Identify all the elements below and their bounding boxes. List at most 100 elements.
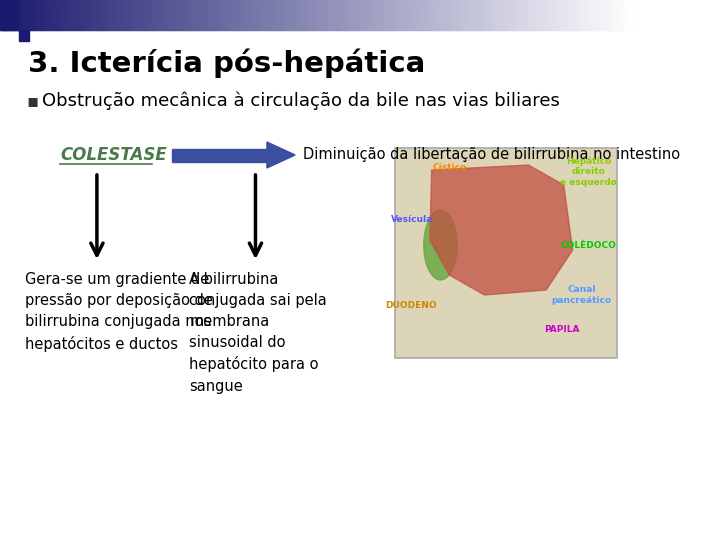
Bar <box>309 0 311 30</box>
Bar <box>384 0 386 30</box>
Bar <box>46 0 48 30</box>
Bar <box>522 0 523 30</box>
Bar <box>330 0 332 30</box>
Bar <box>547 0 549 30</box>
Bar <box>306 0 308 30</box>
Bar <box>114 0 116 30</box>
Bar <box>257 0 259 30</box>
Bar <box>295 0 297 30</box>
Bar <box>357 0 359 30</box>
Bar <box>96 0 99 30</box>
Bar <box>534 0 536 30</box>
Bar <box>11 0 13 30</box>
Bar <box>320 0 323 30</box>
Bar <box>626 0 629 30</box>
Bar <box>555 0 557 30</box>
Bar <box>189 0 191 30</box>
Bar <box>53 0 54 30</box>
Bar <box>55 0 58 30</box>
Text: Vesícula: Vesícula <box>391 215 433 225</box>
Bar <box>186 0 187 30</box>
Bar <box>9 0 12 30</box>
Bar <box>523 0 526 30</box>
Bar <box>32 0 34 30</box>
Bar <box>484 0 486 30</box>
Bar <box>212 0 215 30</box>
Bar <box>71 0 73 30</box>
Bar <box>570 0 571 30</box>
Bar <box>79 0 81 30</box>
Bar <box>382 0 384 30</box>
Bar <box>217 0 220 30</box>
Bar <box>588 0 590 30</box>
Bar <box>187 0 189 30</box>
Bar <box>438 0 440 30</box>
Bar <box>442 0 444 30</box>
Bar <box>111 0 113 30</box>
Bar <box>355 0 357 30</box>
Bar <box>214 0 216 30</box>
Bar <box>251 0 253 30</box>
Bar <box>559 0 562 30</box>
Bar <box>452 0 454 30</box>
Bar <box>21 0 22 30</box>
Bar <box>0 0 2 30</box>
Text: DUODENO: DUODENO <box>386 300 437 309</box>
Bar <box>6 0 9 30</box>
Bar <box>354 0 356 30</box>
Bar <box>495 0 497 30</box>
Bar <box>346 0 348 30</box>
Bar <box>128 0 130 30</box>
Bar <box>211 0 213 30</box>
Bar <box>341 0 343 30</box>
Bar <box>436 0 438 30</box>
Bar <box>122 0 124 30</box>
Bar <box>446 0 448 30</box>
Bar <box>398 0 400 30</box>
Bar <box>58 0 60 30</box>
Bar <box>63 0 66 30</box>
Bar <box>434 0 436 30</box>
Bar <box>148 0 150 30</box>
Bar <box>127 0 129 30</box>
Bar <box>616 0 617 30</box>
Bar <box>482 0 484 30</box>
Bar <box>557 0 559 30</box>
Bar <box>447 0 449 30</box>
Bar <box>625 0 627 30</box>
Bar <box>241 0 243 30</box>
Bar <box>107 0 108 30</box>
Bar <box>27 0 29 30</box>
Bar <box>390 0 392 30</box>
Ellipse shape <box>424 210 457 280</box>
Bar <box>233 0 235 30</box>
Bar <box>301 0 303 30</box>
Bar <box>244 0 246 30</box>
Bar <box>202 0 204 30</box>
Bar <box>75 0 76 30</box>
Bar <box>338 0 340 30</box>
Bar <box>277 0 279 30</box>
Bar <box>293 0 295 30</box>
Bar <box>456 0 459 30</box>
Bar <box>563 0 565 30</box>
Bar <box>17 0 19 30</box>
Bar <box>538 0 539 30</box>
Bar <box>410 0 413 30</box>
Bar <box>1 0 4 30</box>
Bar <box>466 0 468 30</box>
Bar <box>406 0 408 30</box>
Bar <box>510 0 513 30</box>
Bar <box>422 0 424 30</box>
Bar <box>216 0 217 30</box>
Bar <box>24 0 26 30</box>
Bar <box>593 0 595 30</box>
Bar <box>598 0 600 30</box>
Bar <box>408 0 410 30</box>
Bar <box>281 0 283 30</box>
Text: Cístico: Cístico <box>432 164 467 172</box>
Bar <box>449 0 451 30</box>
Bar <box>549 0 551 30</box>
Bar <box>631 0 633 30</box>
Bar <box>162 0 163 30</box>
